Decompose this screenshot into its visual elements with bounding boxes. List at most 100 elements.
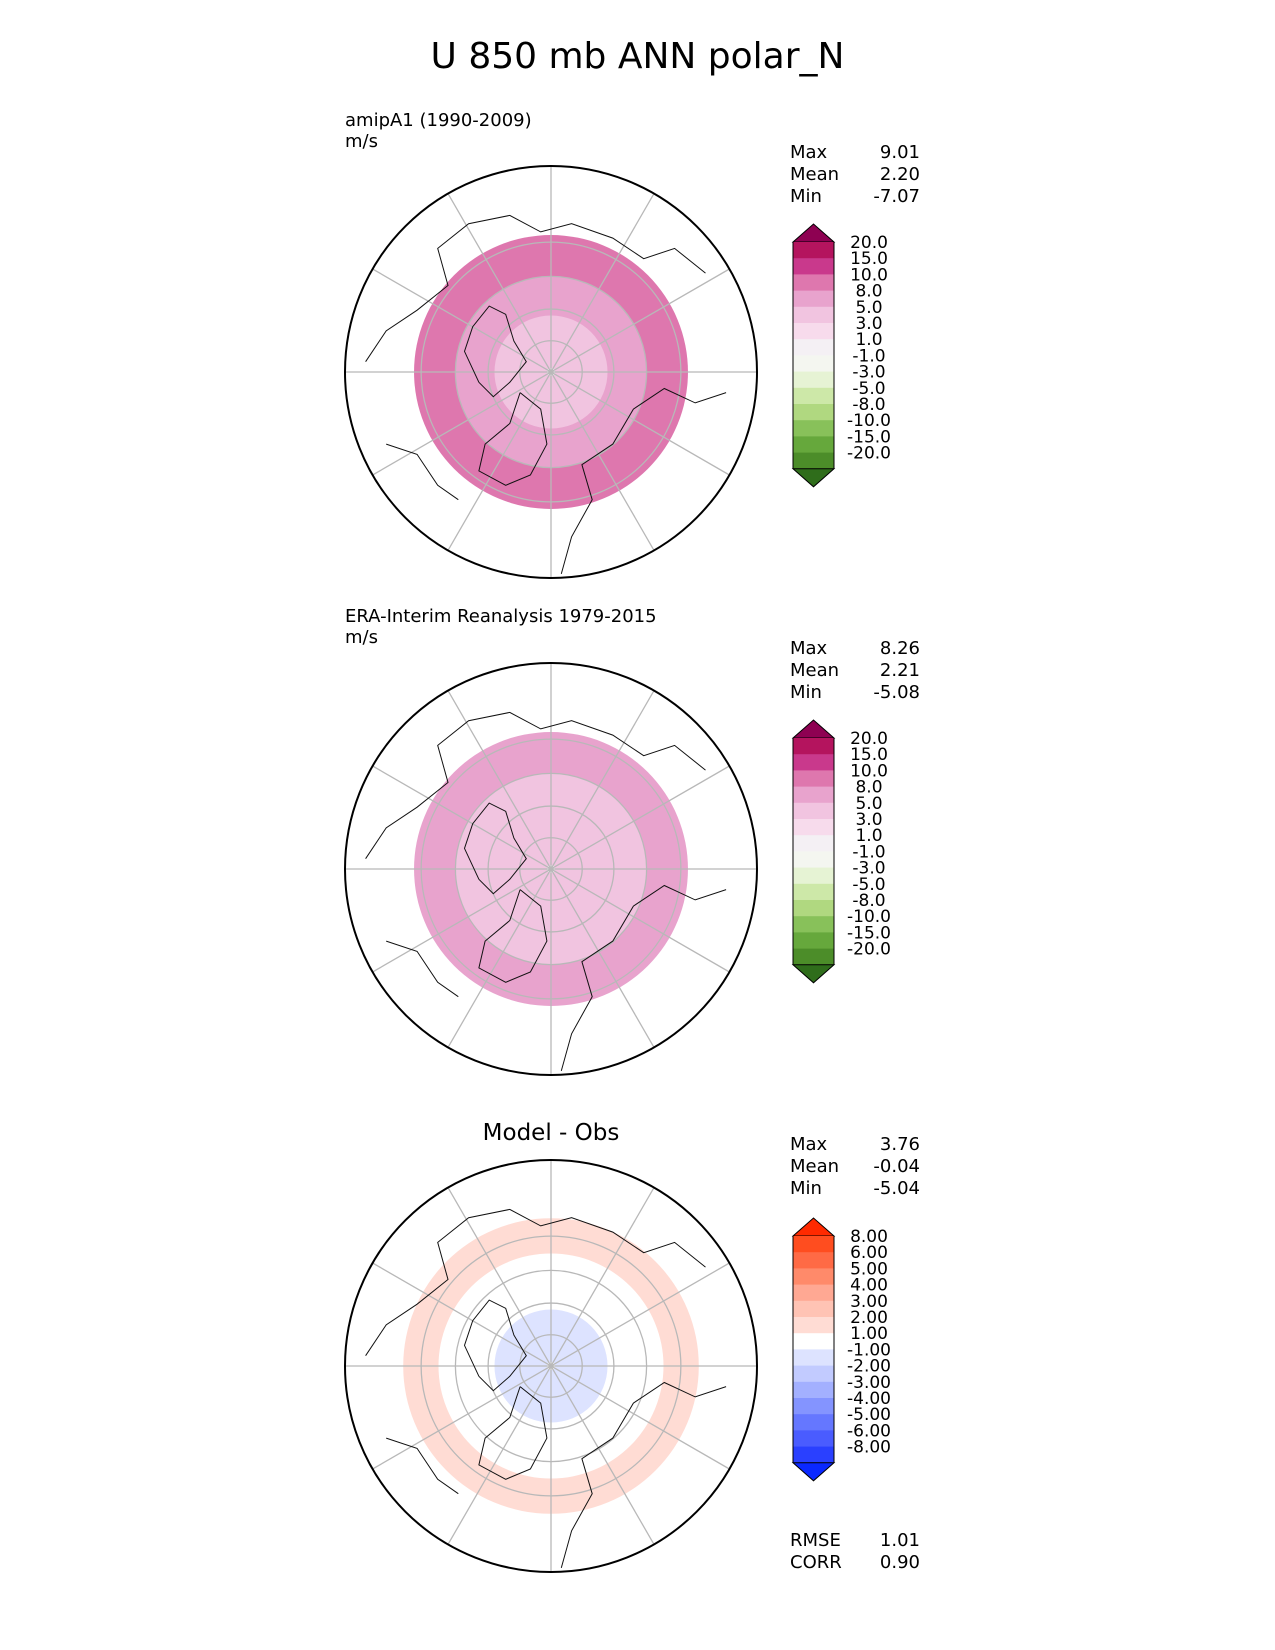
colorbar-tick-label: 6.00 [850,1243,888,1263]
colorbar-bin [793,1284,834,1302]
panel2-label: ERA-Interim Reanalysis 1979-2015 m/s [345,606,657,648]
colorbar-tick-label: 5.00 [850,1259,888,1279]
colorbar-tick-label: -5.00 [847,1405,891,1425]
colorbar-tick-label: 1.0 [855,826,882,846]
field-contours [345,663,757,1075]
colorbar-bin [793,290,834,308]
colorbar-tick-label: 5.0 [855,298,882,318]
colorbar-bin [793,1333,834,1350]
colorbar-tick-label: -1.0 [852,346,885,366]
coastline [478,889,548,983]
colorbar-bin [793,1300,834,1318]
colorbar-tick-label: 8.0 [855,282,882,302]
colorbar-bin [793,883,834,901]
coastline [478,1386,548,1480]
colorbar-bin [793,770,834,788]
colorbar-bin [793,754,834,771]
colorbar-tick-label: 3.0 [855,810,882,830]
panel2-stat-min: Min -5.08 [790,682,920,703]
panel2-label-units: m/s [345,627,378,648]
field-contours [345,1160,757,1572]
colorbar-tick-label: 2.00 [850,1308,888,1328]
colorbar-bin [793,258,834,275]
colorbar-bin [793,371,834,389]
colorbar-outline [792,1236,835,1463]
colorbar-bin [793,420,834,437]
panel1-stat-min: Min -7.07 [790,186,920,207]
panel3-stat-max: Max 3.76 [790,1134,920,1155]
colorbar-bin [793,242,834,259]
coastline [365,214,706,362]
colorbar-tick-label: 3.00 [850,1292,888,1312]
colorbar-bin [793,355,834,373]
colorbar-tick-label: -20.0 [847,940,891,960]
colorbar-extend-min [791,964,836,984]
colorbar-tick-label: -1.0 [852,842,885,862]
colorbar-extend-max [791,719,836,739]
colorbar-bin [793,1398,834,1415]
colorbar-bin [793,1446,834,1464]
colorbar-bin [793,835,834,852]
colorbar-tick-label: -2.00 [847,1357,891,1377]
panel3-metric-rmse: RMSE 1.01 [790,1530,920,1551]
colorbar-extend-min [791,468,836,488]
colorbar-bin [793,948,834,966]
colorbar-bin [793,1430,834,1448]
colorbar-tick-label: -8.0 [852,891,885,911]
colorbar-tick-label: 10.0 [850,761,888,781]
colorbar-tick-label: -15.0 [847,923,891,943]
field-contours [345,166,757,578]
panel1-stat-max: Max 9.01 [790,142,920,163]
coastline [478,392,548,486]
colorbar-tick-label: -8.0 [852,395,885,415]
coastline [386,940,459,998]
colorbar-tick-label: -4.00 [847,1389,891,1409]
colorbar-tick-label: 1.00 [850,1324,888,1344]
panel3-stats: Max 3.76 Mean -0.04 Min -5.04 [790,1134,920,1200]
colorbar-bin [793,1349,834,1367]
colorbar-bin [793,387,834,405]
polar-map-1 [344,165,758,579]
colorbar-outline [792,242,835,469]
colorbar-tick-label: 8.0 [855,778,882,798]
panel3-stat-mean: Mean -0.04 [790,1156,920,1177]
colorbar-tick-label: 15.0 [850,249,888,269]
colorbar-bin [793,900,834,917]
colorbar-tick-label: -3.0 [852,363,885,383]
colorbar-bin [793,916,834,933]
map-boundary [344,662,758,1076]
polar-map-2 [344,662,758,1076]
map-boundary [344,1159,758,1573]
coastline [365,1208,706,1356]
colorbar-bin [793,819,834,836]
panel2-label-name: ERA-Interim Reanalysis 1979-2015 [345,606,657,627]
colorbar-bin [793,1252,834,1269]
coastline [386,1437,459,1495]
colorbar-bin [793,867,834,885]
colorbar-2: 20.015.010.08.05.03.01.0-1.0-3.0-5.0-8.0… [791,719,891,984]
panel3-stat-min: Min -5.04 [790,1178,920,1199]
meridian-gridline [447,1187,655,1545]
colorbar-bin [793,1381,834,1399]
colorbar-tick-label: -3.0 [852,859,885,879]
panel3-metrics: RMSE 1.01 CORR 0.90 [790,1530,920,1574]
colorbar-bin [793,452,834,470]
colorbar-tick-label: 20.0 [850,233,888,253]
colorbar-tick-label: 1.0 [855,330,882,350]
panel2-stat-max: Max 8.26 [790,638,920,659]
map-boundary [344,165,758,579]
colorbar-bin [793,1317,834,1334]
colorbar-tick-label: -20.0 [847,444,891,464]
colorbar-extend-max [791,1217,836,1237]
colorbar-tick-label: 8.00 [850,1227,888,1247]
colorbar-bin [793,404,834,421]
colorbar-tick-label: 20.0 [850,729,888,749]
coastline [560,1381,727,1569]
colorbar-tick-label: -8.00 [847,1438,891,1458]
panel1-label-units: m/s [345,131,378,152]
colorbar-tick-label: 4.00 [850,1276,888,1296]
panel2-stat-mean: Mean 2.21 [790,660,920,681]
panel2-stats: Max 8.26 Mean 2.21 Min -5.08 [790,638,920,704]
colorbar-3: 8.006.005.004.003.002.001.00-1.00-2.00-3… [791,1217,891,1482]
